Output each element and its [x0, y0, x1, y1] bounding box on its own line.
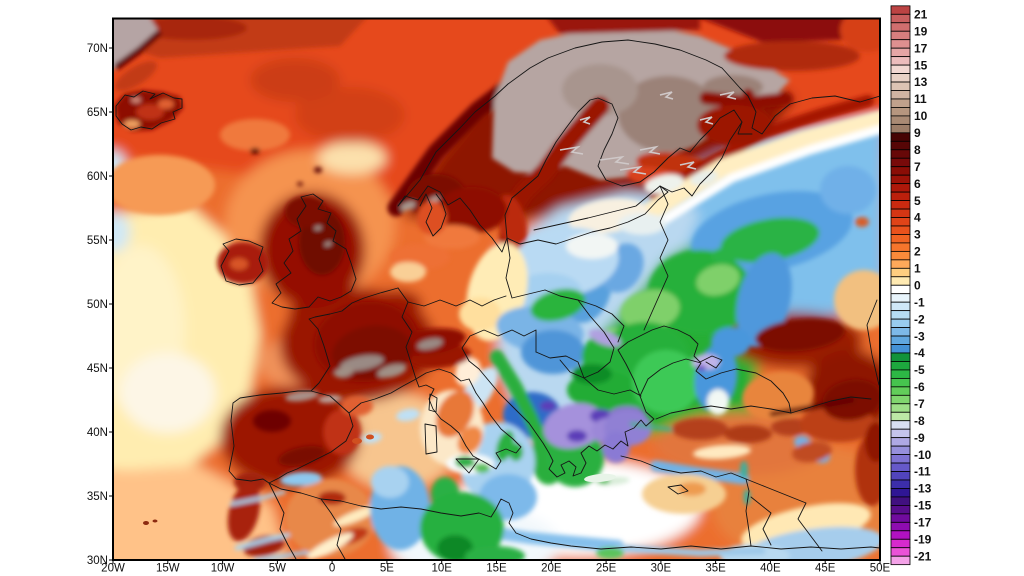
svg-text:-13: -13: [914, 482, 932, 496]
svg-text:-10: -10: [914, 448, 932, 462]
svg-text:8: 8: [914, 143, 921, 157]
svg-text:6: 6: [914, 177, 921, 191]
svg-text:4: 4: [914, 211, 921, 225]
svg-text:-4: -4: [914, 346, 925, 360]
svg-text:20E: 20E: [541, 563, 562, 575]
svg-text:21: 21: [914, 8, 928, 22]
svg-text:60N: 60N: [87, 171, 108, 183]
svg-text:0: 0: [914, 278, 921, 292]
svg-text:-7: -7: [914, 397, 925, 411]
svg-text:-9: -9: [914, 431, 925, 445]
svg-text:15E: 15E: [486, 563, 507, 575]
svg-text:45E: 45E: [815, 563, 836, 575]
svg-text:0: 0: [329, 563, 335, 575]
svg-text:10W: 10W: [211, 563, 235, 575]
svg-text:3: 3: [914, 228, 921, 242]
svg-text:-15: -15: [914, 499, 932, 513]
svg-text:-2: -2: [914, 312, 925, 326]
svg-text:35N: 35N: [87, 491, 108, 503]
svg-text:50E: 50E: [870, 563, 891, 575]
svg-text:40N: 40N: [87, 427, 108, 439]
svg-text:2: 2: [914, 245, 921, 259]
svg-text:65N: 65N: [87, 107, 108, 119]
svg-text:30E: 30E: [651, 563, 672, 575]
svg-text:70N: 70N: [87, 43, 108, 55]
svg-text:-8: -8: [914, 414, 925, 428]
svg-text:-21: -21: [914, 549, 932, 563]
svg-text:5: 5: [914, 194, 921, 208]
svg-text:19: 19: [914, 24, 928, 38]
svg-text:7: 7: [914, 160, 921, 174]
svg-text:5W: 5W: [269, 563, 286, 575]
svg-text:15: 15: [914, 58, 928, 72]
svg-text:1: 1: [914, 262, 921, 276]
svg-text:55N: 55N: [87, 235, 108, 247]
svg-text:17: 17: [914, 41, 928, 55]
svg-text:10: 10: [914, 109, 928, 123]
svg-text:-11: -11: [914, 465, 931, 479]
svg-text:-5: -5: [914, 363, 925, 377]
svg-text:-6: -6: [914, 380, 925, 394]
svg-text:-17: -17: [914, 516, 932, 530]
svg-text:20W: 20W: [101, 563, 125, 575]
svg-text:50N: 50N: [87, 299, 108, 311]
svg-text:11: 11: [914, 92, 927, 106]
svg-text:-1: -1: [914, 295, 925, 309]
svg-text:13: 13: [914, 75, 928, 89]
svg-text:10E: 10E: [431, 563, 452, 575]
svg-text:40E: 40E: [760, 563, 781, 575]
svg-text:-19: -19: [914, 532, 932, 546]
svg-text:45N: 45N: [87, 363, 108, 375]
svg-text:5E: 5E: [380, 563, 394, 575]
svg-text:15W: 15W: [156, 563, 180, 575]
svg-text:30N: 30N: [87, 555, 108, 567]
svg-text:9: 9: [914, 126, 921, 140]
svg-text:25E: 25E: [596, 563, 617, 575]
svg-text:35E: 35E: [705, 563, 726, 575]
svg-text:-3: -3: [914, 329, 925, 343]
